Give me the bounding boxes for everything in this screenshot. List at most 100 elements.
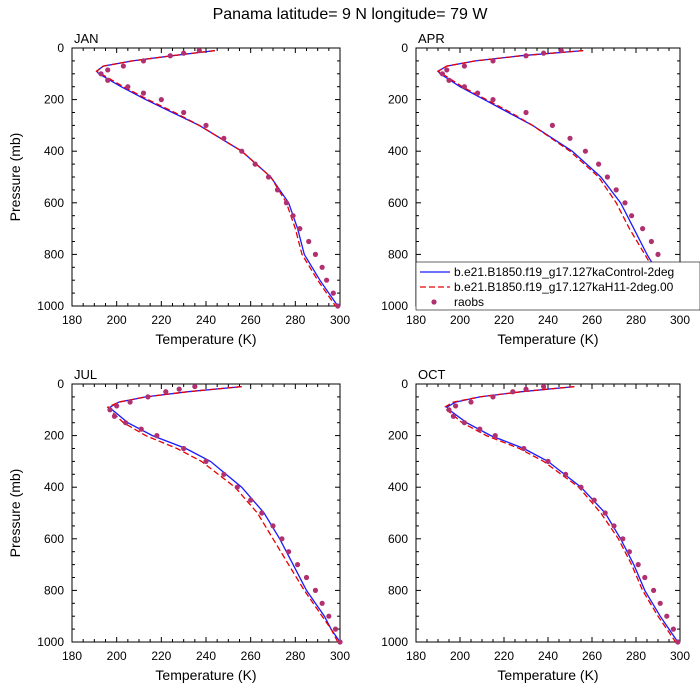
raobs-point xyxy=(111,413,118,419)
raobs-point xyxy=(181,50,187,56)
raobs-point xyxy=(283,200,289,206)
raobs-point xyxy=(234,484,240,490)
x-tick-label: 260 xyxy=(241,649,261,663)
figure-title: Panama latitude= 9 N longitude= 79 W xyxy=(213,6,489,23)
y-tick-label: 800 xyxy=(44,583,64,597)
h11-series-line xyxy=(106,385,339,643)
raobs-point xyxy=(203,122,209,128)
x-tick-label: 280 xyxy=(285,649,305,663)
raobs-point xyxy=(648,238,655,245)
x-tick-label: 180 xyxy=(62,313,82,327)
raobs-point xyxy=(167,53,173,59)
y-tick-label: 200 xyxy=(44,93,64,107)
raobs-point xyxy=(123,420,129,426)
y-tick-label: 800 xyxy=(44,247,64,261)
legend-entry-label: b.e21.B1850.f19_g17.127kaH11-2deg.00 xyxy=(454,280,674,294)
y-tick-label: 0 xyxy=(401,41,408,55)
y-tick-label: 600 xyxy=(388,196,408,210)
raobs-point xyxy=(549,122,556,128)
legend-entry-label: raobs xyxy=(454,295,484,309)
raobs-point xyxy=(611,523,617,529)
control-series-line xyxy=(437,49,681,307)
raobs-point xyxy=(105,77,111,83)
raobs-point xyxy=(221,135,227,141)
x-tick-label: 180 xyxy=(62,649,82,663)
raobs-point xyxy=(138,426,144,432)
x-tick-label: 280 xyxy=(626,313,646,327)
y-tick-label: 0 xyxy=(57,41,64,55)
raobs-point xyxy=(578,484,584,490)
x-tick-label: 200 xyxy=(107,313,127,327)
y-axis-label: Pressure (mb) xyxy=(7,469,23,558)
raobs-point xyxy=(239,148,245,154)
raobs-point xyxy=(582,148,589,154)
raobs-point xyxy=(286,549,292,555)
y-tick-label: 800 xyxy=(388,247,408,261)
raobs-point xyxy=(303,574,310,581)
raobs-point xyxy=(125,84,131,90)
y-tick-label: 0 xyxy=(401,377,408,391)
raobs-point xyxy=(290,213,296,219)
raobs-point xyxy=(523,386,529,392)
raobs-point xyxy=(312,251,319,257)
y-tick-label: 400 xyxy=(44,480,64,494)
raobs-point xyxy=(192,383,198,390)
y-tick-label: 400 xyxy=(44,144,64,158)
raobs-point xyxy=(196,47,202,54)
x-tick-label: 220 xyxy=(151,649,171,663)
raobs-point xyxy=(563,471,569,477)
raobs-point xyxy=(270,523,276,529)
raobs-point xyxy=(203,458,209,464)
raobs-point xyxy=(319,600,325,606)
panel-oct: OCT 180 200 220 240 260 280 300 0 200 400 600 800 100… xyxy=(381,367,690,683)
x-tick-label: 220 xyxy=(494,649,514,663)
panel-label: JUL xyxy=(74,367,97,382)
raobs-point xyxy=(622,200,628,206)
x-tick-label: 300 xyxy=(330,313,350,327)
raobs-point xyxy=(140,58,147,64)
raobs-point xyxy=(657,600,663,606)
raobs-point xyxy=(446,407,452,413)
raobs-point xyxy=(492,433,498,439)
x-tick-label: 240 xyxy=(196,313,216,327)
legend: b.e21.B1850.f19_g17.127kaControl-2degb.e… xyxy=(415,261,700,311)
plot-frame xyxy=(71,383,341,643)
raobs-point xyxy=(114,403,120,409)
panel-jul: JUL 180 200 220 240 260 280 300 0 200 400 600 800 100… xyxy=(7,367,350,683)
raobs-point xyxy=(604,174,611,180)
raobs-point xyxy=(306,238,312,245)
raobs-point xyxy=(642,574,648,581)
raobs-point xyxy=(664,613,670,619)
raobs-point xyxy=(294,562,301,568)
raobs-point xyxy=(523,53,529,59)
raobs-point xyxy=(461,420,467,426)
raobs-point xyxy=(98,71,104,77)
raobs-point xyxy=(120,63,126,69)
raobs-point xyxy=(453,403,459,409)
y-tick-label: 800 xyxy=(388,583,408,597)
x-tick-label: 280 xyxy=(285,313,305,327)
raobs-point xyxy=(521,445,527,452)
raobs-point xyxy=(541,50,547,56)
raobs-point xyxy=(181,445,187,452)
legend-marker-raobs xyxy=(431,299,437,305)
plot-frame xyxy=(415,383,681,643)
x-axis-label: Temperature (K) xyxy=(155,331,256,347)
raobs-point xyxy=(475,90,481,96)
raobs-point xyxy=(596,161,602,167)
raobs-point xyxy=(105,67,111,73)
raobs-point xyxy=(591,497,597,503)
x-tick-label: 260 xyxy=(241,313,261,327)
y-axis-label: Pressure (mb) xyxy=(7,133,23,222)
raobs-point xyxy=(670,626,677,632)
x-tick-label: 260 xyxy=(582,649,602,663)
raobs-point xyxy=(265,174,272,180)
raobs-point xyxy=(461,63,467,69)
raobs-point xyxy=(655,251,661,257)
x-tick-label: 180 xyxy=(406,313,426,327)
y-tick-label: 1000 xyxy=(37,635,64,649)
raobs-point xyxy=(629,213,635,219)
raobs-point xyxy=(640,226,646,232)
raobs-point xyxy=(613,187,619,193)
x-tick-label: 220 xyxy=(151,313,171,327)
